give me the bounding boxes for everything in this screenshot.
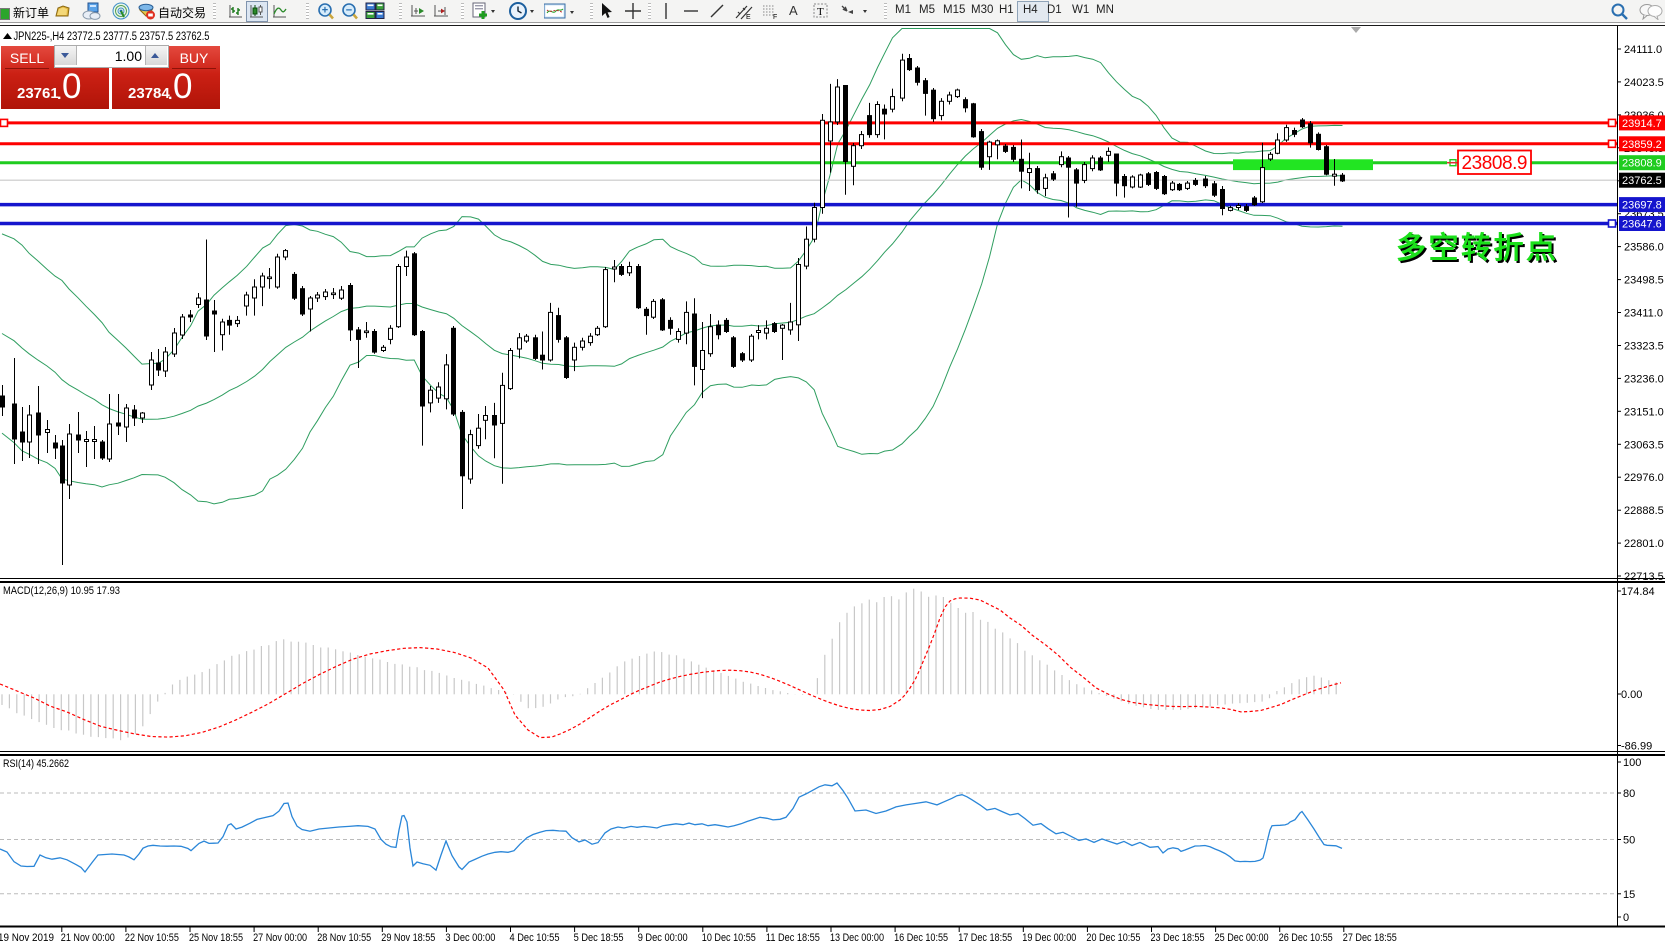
svg-text:22713.5: 22713.5 [1624,571,1664,583]
svg-text:E: E [746,14,751,20]
svg-text:T: T [817,6,824,18]
svg-text:F: F [773,14,777,20]
svg-text:23236.0: 23236.0 [1624,373,1664,385]
svg-text:23697.8: 23697.8 [1622,200,1662,212]
svg-text:-86.99: -86.99 [1621,741,1652,753]
svg-text:22 Nov 10:55: 22 Nov 10:55 [125,932,179,944]
svg-text:24023.5: 24023.5 [1624,77,1664,89]
svg-text:23063.5: 23063.5 [1624,439,1664,451]
svg-text:23586.0: 23586.0 [1624,242,1664,254]
svg-text:9 Dec 00:00: 9 Dec 00:00 [638,932,688,944]
svg-text:4 Dec 10:55: 4 Dec 10:55 [510,932,560,944]
svg-text:22976.0: 22976.0 [1624,472,1664,484]
svg-text:RSI(14) 45.2662: RSI(14) 45.2662 [3,758,69,770]
svg-text:174.84: 174.84 [1621,586,1655,598]
svg-text:26 Dec 10:55: 26 Dec 10:55 [1279,932,1333,944]
svg-text:23323.5: 23323.5 [1624,341,1664,353]
svg-text:80: 80 [1623,788,1635,800]
svg-text:50: 50 [1623,835,1635,847]
svg-text:100: 100 [1623,757,1641,769]
svg-text:27 Dec 18:55: 27 Dec 18:55 [1343,932,1397,944]
svg-text:23914.7: 23914.7 [1622,118,1662,130]
svg-text:17 Dec 18:55: 17 Dec 18:55 [958,932,1012,944]
svg-text:JPN225-,H4 23772.5 23777.5 23: JPN225-,H4 23772.5 23777.5 23757.5 23762… [14,31,210,43]
svg-text:23498.5: 23498.5 [1624,275,1664,287]
svg-text:28 Nov 10:55: 28 Nov 10:55 [317,932,371,944]
svg-text:23151.0: 23151.0 [1624,406,1664,418]
svg-text:多空转折点: 多空转折点 [1396,232,1559,265]
svg-text:22801.0: 22801.0 [1624,538,1664,550]
svg-text:15: 15 [1623,889,1635,901]
svg-text:23859.2: 23859.2 [1622,139,1662,151]
svg-text:23808.9: 23808.9 [1462,153,1528,174]
svg-text:23411.0: 23411.0 [1624,308,1663,320]
svg-text:23 Dec 18:55: 23 Dec 18:55 [1151,932,1205,944]
svg-text:0: 0 [1623,912,1629,924]
svg-text:19 Nov 2019: 19 Nov 2019 [0,932,54,944]
svg-text:23647.6: 23647.6 [1622,219,1662,231]
svg-text:5 Dec 18:55: 5 Dec 18:55 [574,932,624,944]
svg-text:25 Nov 18:55: 25 Nov 18:55 [189,932,243,944]
svg-text:24111.0: 24111.0 [1624,44,1662,56]
svg-text:22888.5: 22888.5 [1624,505,1664,517]
svg-text:13 Dec 00:00: 13 Dec 00:00 [830,932,884,944]
svg-text:10 Dec 10:55: 10 Dec 10:55 [702,932,756,944]
svg-text:+: + [322,5,328,17]
svg-text:16 Dec 10:55: 16 Dec 10:55 [894,932,948,944]
svg-text:MACD(12,26,9) 10.95 17.93: MACD(12,26,9) 10.95 17.93 [3,585,120,597]
svg-text:0.00: 0.00 [1621,689,1642,701]
svg-text:20 Dec 10:55: 20 Dec 10:55 [1086,932,1140,944]
svg-text:−: − [346,5,352,17]
svg-text:19 Dec 00:00: 19 Dec 00:00 [1022,932,1076,944]
svg-text:3 Dec 00:00: 3 Dec 00:00 [445,932,495,944]
svg-text:23762.5: 23762.5 [1622,175,1662,187]
svg-text:11 Dec 18:55: 11 Dec 18:55 [766,932,820,944]
svg-text:21 Nov 00:00: 21 Nov 00:00 [61,932,115,944]
svg-text:多空转折点: 多空转折点 [1398,234,1561,267]
svg-text:27 Nov 00:00: 27 Nov 00:00 [253,932,307,944]
svg-text:29 Nov 18:55: 29 Nov 18:55 [381,932,435,944]
svg-text:23808.9: 23808.9 [1622,158,1662,170]
svg-text:25 Dec 00:00: 25 Dec 00:00 [1215,932,1269,944]
